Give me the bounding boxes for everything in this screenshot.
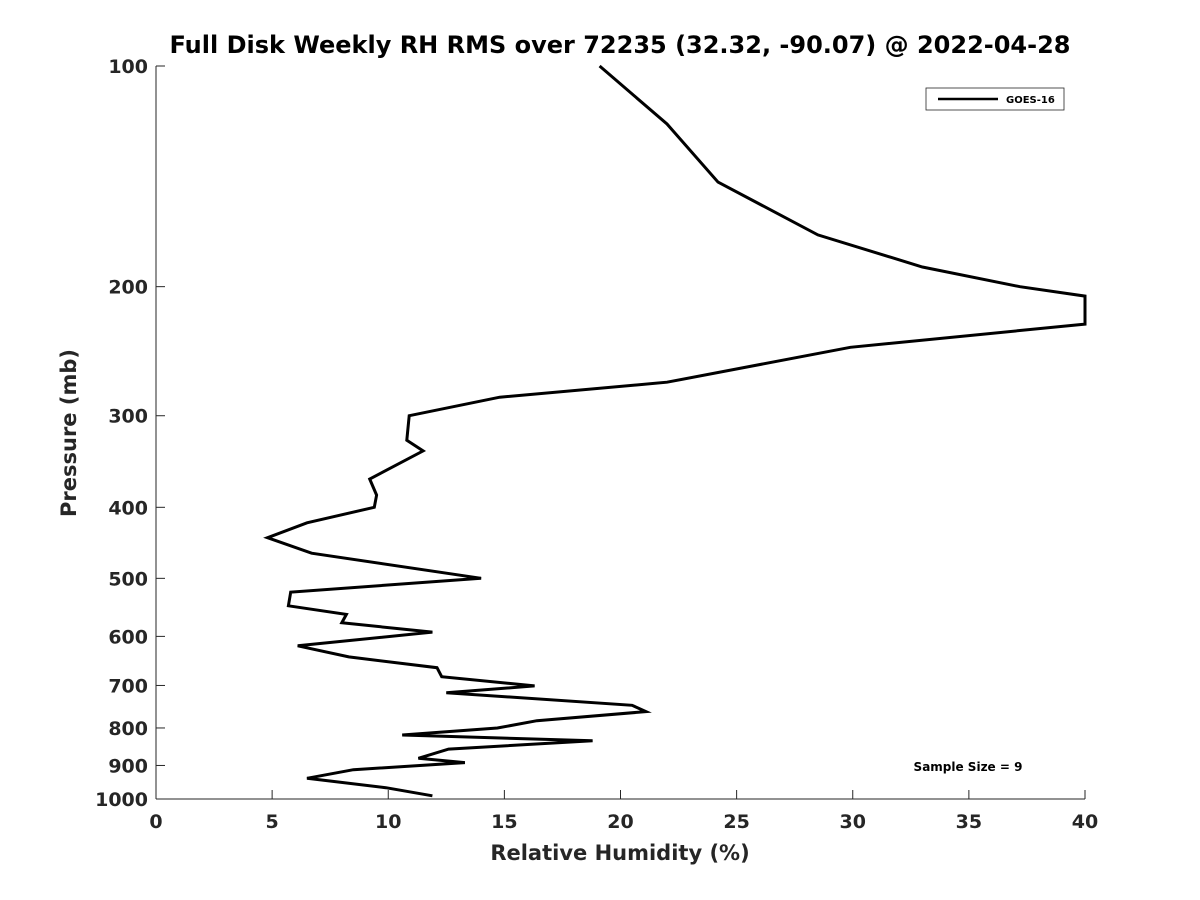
x-tick-label: 30: [840, 811, 866, 833]
y-axis-label: Pressure (mb): [57, 349, 81, 517]
y-axis-ticks: 100 200 300 400 500 600 700 800 900 1000: [95, 56, 165, 811]
x-tick-label: 15: [491, 811, 517, 833]
sample-size-annotation: Sample Size = 9: [914, 760, 1023, 774]
y-tick-label: 300: [108, 406, 148, 428]
chart-title: Full Disk Weekly RH RMS over 72235 (32.3…: [169, 31, 1070, 59]
plot-area: [156, 66, 1085, 799]
y-tick-label: 800: [108, 718, 148, 740]
x-tick-label: 0: [149, 811, 162, 833]
x-tick-label: 35: [956, 811, 982, 833]
x-axis-ticks: 0 5 10 15 20 25 30 35 40: [149, 790, 1098, 833]
y-tick-label: 100: [108, 56, 148, 78]
x-tick-label: 25: [723, 811, 749, 833]
x-tick-label: 20: [607, 811, 633, 833]
y-tick-label: 500: [108, 568, 148, 590]
y-tick-label: 600: [108, 626, 148, 648]
series-line-goes-16: [263, 64, 1087, 798]
legend: GOES-16: [925, 87, 1065, 111]
x-tick-label: 5: [266, 811, 279, 833]
y-tick-label: 1000: [95, 789, 148, 811]
y-tick-label: 900: [108, 755, 148, 777]
x-tick-label: 10: [375, 811, 401, 833]
y-tick-label: 400: [108, 497, 148, 519]
series-layer: [263, 64, 1087, 798]
x-tick-label: 40: [1072, 811, 1098, 833]
y-tick-label: 700: [108, 675, 148, 697]
y-tick-label: 200: [108, 277, 148, 299]
legend-label: GOES-16: [1006, 95, 1055, 106]
x-axis-label: Relative Humidity (%): [490, 841, 749, 865]
